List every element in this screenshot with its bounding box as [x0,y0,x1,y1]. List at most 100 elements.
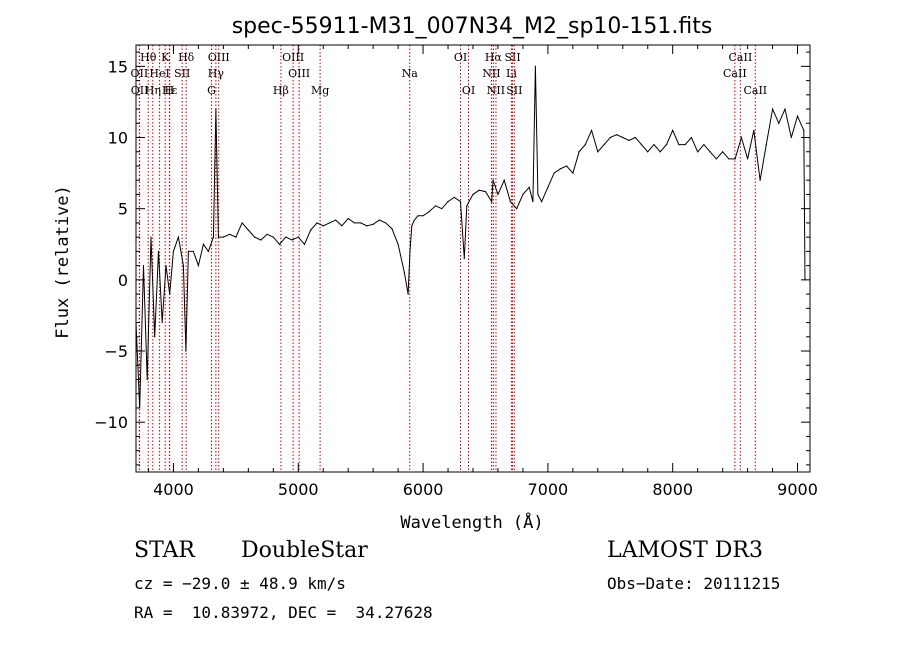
data-point [778,122,780,124]
data-point [547,186,549,188]
data-point [217,236,219,238]
data-point [522,193,524,196]
data-point [566,165,568,167]
emission-line-label: SII [174,67,190,80]
coordinates: RA = 10.83972, DEC = 34.27628 [134,603,433,622]
data-point [372,223,374,225]
data-point [253,236,256,238]
x-tick-label: 7000 [528,480,569,499]
emission-line-label: NII [482,67,500,80]
x-tick-label: 8000 [652,480,693,499]
data-point [177,236,180,238]
data-point [150,236,152,238]
data-point [197,265,200,267]
data-point [441,208,443,210]
data-point [697,151,699,153]
data-point [715,158,717,160]
data-point [740,136,742,139]
data-point [165,265,167,267]
data-point [684,144,686,146]
y-tick-label: 15 [108,57,128,76]
emission-line-label: K [161,51,170,64]
emission-line-label: Hβ [273,84,289,97]
data-point [202,243,204,245]
emission-line-label: Hγ [208,67,225,80]
data-point [172,250,175,252]
data-point [709,151,711,153]
data-point [391,228,393,230]
emission-line-label: Hα [485,51,503,64]
data-point [647,151,649,153]
x-tick-label: 4000 [153,480,194,499]
data-point [411,225,413,227]
data-point [653,144,655,146]
data-point [422,215,424,217]
data-point [603,144,605,146]
data-point [753,129,755,131]
data-point [478,189,480,191]
data-point [397,243,399,245]
data-point [622,136,624,139]
emission-line-label: Hη [145,84,161,97]
data-point [169,293,171,295]
data-point [335,219,337,221]
data-point [291,239,293,241]
emission-line-label: NII [487,84,505,97]
data-point [678,144,680,146]
spectrum-series [135,65,806,409]
data-point [378,219,380,221]
chart-title: spec-55911-M31_007N34_M2_sp10-151.fits [232,14,713,39]
data-point [553,172,555,174]
emission-line-label: OI [454,51,467,64]
data-point [722,151,724,153]
data-point [161,321,163,324]
data-point [157,250,160,252]
data-point [628,139,630,141]
data-point [360,222,362,224]
data-point [690,136,693,139]
redshift-cz: cz = −29.0 ± 48.9 km/s [134,574,346,593]
data-point [297,236,299,238]
data-point [192,250,195,252]
y-tick-label: 0 [118,271,128,290]
data-point [241,222,243,224]
data-point [665,144,668,146]
data-point [428,210,430,213]
data-point [484,191,487,193]
data-point [659,151,661,153]
data-point [447,200,449,203]
data-point [347,218,349,220]
emission-line-label: SII [504,51,520,64]
data-point [187,250,190,252]
data-point [266,233,268,235]
survey-name: LAMOST DR3 [607,538,763,563]
data-point [578,151,580,153]
data-point [222,236,224,238]
emission-line-label: OII [131,84,149,97]
data-point [322,225,324,227]
data-point [590,129,593,131]
data-point [466,205,468,207]
x-axis-label: Wavelength (Å) [400,511,543,533]
data-point [728,158,730,160]
emission-line-label: CaII [723,67,747,80]
data-point [146,378,148,381]
data-point [409,250,411,252]
x-tick-label: 9000 [777,480,818,499]
data-point [182,265,185,267]
data-point [759,179,761,181]
data-point [534,65,537,67]
emission-line-label: OIII [288,67,310,80]
data-point [703,144,705,146]
data-point [215,108,217,110]
emission-line-label: CaII [743,84,767,97]
data-point [503,179,505,181]
observation-date: Obs−Date: 20111215 [607,574,781,593]
data-point [509,200,512,203]
data-point [407,293,409,295]
y-axis-label: Flux (relative) [53,185,73,339]
data-point [385,222,387,224]
data-point [459,200,462,203]
